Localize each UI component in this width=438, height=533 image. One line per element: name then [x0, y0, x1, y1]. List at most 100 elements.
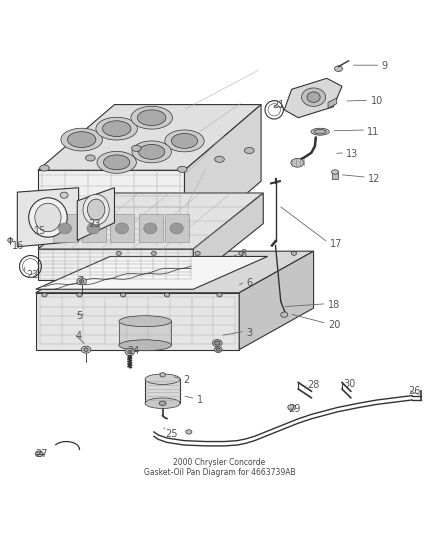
Polygon shape [17, 188, 78, 247]
Text: 2: 2 [183, 375, 189, 385]
Polygon shape [53, 214, 77, 243]
Ellipse shape [216, 293, 222, 297]
Ellipse shape [58, 223, 71, 234]
Polygon shape [193, 193, 263, 280]
Ellipse shape [214, 347, 222, 352]
Ellipse shape [138, 144, 164, 159]
Ellipse shape [334, 66, 342, 71]
Ellipse shape [159, 373, 165, 377]
Ellipse shape [290, 158, 303, 167]
Ellipse shape [61, 128, 102, 151]
Ellipse shape [83, 195, 109, 225]
Ellipse shape [214, 156, 224, 163]
Ellipse shape [35, 451, 43, 457]
Polygon shape [35, 293, 239, 350]
Ellipse shape [87, 223, 100, 234]
Ellipse shape [60, 192, 68, 198]
Ellipse shape [171, 133, 197, 148]
Ellipse shape [131, 107, 172, 129]
Text: 27: 27 [35, 449, 47, 459]
Ellipse shape [177, 166, 187, 172]
Text: 9: 9 [381, 61, 387, 71]
Ellipse shape [95, 117, 137, 140]
Text: 16: 16 [12, 241, 24, 251]
Ellipse shape [115, 223, 128, 234]
Ellipse shape [238, 252, 244, 255]
Polygon shape [138, 214, 162, 243]
Ellipse shape [331, 170, 338, 174]
Polygon shape [119, 321, 171, 345]
Ellipse shape [42, 293, 47, 297]
Polygon shape [332, 173, 337, 179]
Ellipse shape [81, 346, 91, 353]
Text: 11: 11 [367, 127, 379, 137]
Ellipse shape [290, 252, 296, 255]
Ellipse shape [35, 203, 61, 232]
Polygon shape [81, 214, 106, 243]
Polygon shape [35, 256, 267, 289]
Ellipse shape [39, 165, 49, 171]
Ellipse shape [8, 238, 13, 243]
Ellipse shape [125, 349, 134, 356]
Ellipse shape [103, 155, 130, 170]
Text: 3: 3 [246, 328, 252, 338]
Text: 5: 5 [76, 311, 82, 320]
Ellipse shape [85, 155, 95, 161]
Text: 2000 Chrysler Concorde
Gasket-Oil Pan Diagram for 4663739AB: 2000 Chrysler Concorde Gasket-Oil Pan Di… [143, 458, 295, 478]
Text: 21: 21 [272, 100, 284, 110]
Text: 4: 4 [76, 330, 82, 341]
Ellipse shape [97, 151, 136, 173]
Ellipse shape [77, 278, 86, 285]
Text: 29: 29 [288, 403, 300, 414]
Polygon shape [327, 98, 336, 108]
Text: 24: 24 [127, 345, 140, 356]
Ellipse shape [144, 223, 156, 234]
Text: 12: 12 [367, 174, 380, 184]
Text: 8: 8 [240, 249, 246, 259]
Ellipse shape [87, 199, 105, 220]
Polygon shape [284, 78, 341, 118]
Ellipse shape [116, 252, 121, 255]
Polygon shape [38, 249, 193, 280]
Polygon shape [38, 104, 261, 170]
Ellipse shape [77, 293, 82, 297]
Ellipse shape [28, 198, 67, 237]
Text: 17: 17 [329, 239, 341, 249]
Text: 20: 20 [327, 320, 339, 330]
Ellipse shape [170, 223, 183, 234]
Ellipse shape [119, 316, 171, 327]
Text: 30: 30 [342, 379, 354, 389]
Ellipse shape [159, 401, 166, 406]
Ellipse shape [131, 146, 141, 151]
Polygon shape [38, 193, 263, 249]
Ellipse shape [194, 252, 200, 255]
Ellipse shape [310, 128, 328, 135]
Ellipse shape [127, 350, 132, 353]
Ellipse shape [120, 293, 126, 297]
Ellipse shape [280, 312, 287, 317]
Ellipse shape [244, 148, 254, 154]
Text: 7: 7 [77, 277, 83, 286]
Text: 26: 26 [408, 386, 420, 396]
Text: 22: 22 [26, 270, 39, 280]
Ellipse shape [145, 398, 180, 408]
Polygon shape [35, 251, 313, 293]
Ellipse shape [216, 348, 219, 351]
Text: 28: 28 [306, 379, 319, 390]
Ellipse shape [145, 374, 180, 384]
Ellipse shape [313, 130, 325, 134]
Ellipse shape [84, 348, 88, 351]
Text: 23: 23 [88, 219, 100, 229]
Ellipse shape [79, 280, 84, 283]
Text: 1: 1 [196, 395, 202, 405]
Polygon shape [38, 170, 184, 247]
Polygon shape [145, 379, 180, 403]
Text: 18: 18 [327, 300, 339, 310]
Text: 6: 6 [246, 278, 252, 288]
Text: 15: 15 [33, 225, 46, 236]
Ellipse shape [119, 340, 171, 351]
Ellipse shape [185, 430, 191, 434]
Ellipse shape [151, 252, 156, 255]
Polygon shape [110, 214, 134, 243]
Ellipse shape [137, 110, 166, 126]
